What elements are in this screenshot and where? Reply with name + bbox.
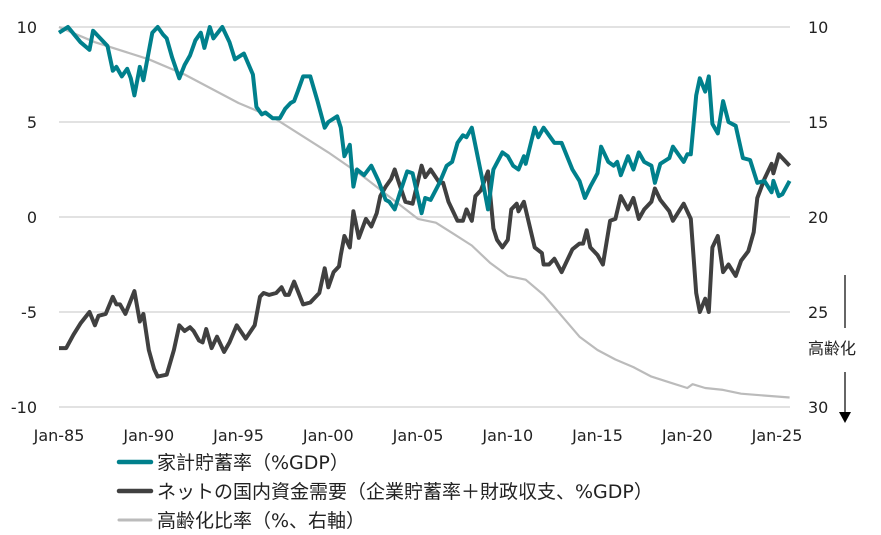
arrow-down-icon <box>839 412 851 423</box>
y-right-tick-label: 10 <box>808 18 828 37</box>
y-left-tick-label: -5 <box>21 303 37 322</box>
legend-label: 家計貯蓄率（%GDP） <box>157 452 349 474</box>
y-right-tick-labels: 10 15 20 25 30 <box>808 18 828 417</box>
x-tick-label: Jan-00 <box>302 426 354 445</box>
y-left-tick-label: 0 <box>27 208 37 227</box>
y-left-tick-label: 5 <box>27 113 37 132</box>
y-right-tick-label: 15 <box>808 113 828 132</box>
series-line-1 <box>59 152 792 379</box>
y-left-tick-label: -10 <box>11 398 37 417</box>
x-tick-label: Jan-90 <box>122 426 174 445</box>
series-lines <box>57 25 792 399</box>
x-tick-label: Jan-25 <box>751 426 803 445</box>
legend-label: ネットの国内資金需要（企業貯蓄率＋財政収支、%GDP） <box>157 481 653 503</box>
y-left-tick-label: 10 <box>17 18 37 37</box>
x-tick-label: Jan-20 <box>661 426 713 445</box>
y-right-tick-label: 20 <box>808 208 828 227</box>
legend: 家計貯蓄率（%GDP） ネットの国内資金需要（企業貯蓄率＋財政収支、%GDP） 高齢… <box>116 452 653 532</box>
x-tick-labels: Jan-85 Jan-90 Jan-95 Jan-00 Jan-05 Jan-10 Jan-… <box>33 426 803 445</box>
y-left-tick-labels: 10 5 0 -5 -10 <box>11 18 37 417</box>
x-tick-label: Jan-85 <box>33 426 85 445</box>
x-tick-label: Jan-10 <box>481 426 533 445</box>
x-tick-label: Jan-05 <box>392 426 444 445</box>
y-right-tick-label: 25 <box>808 303 828 322</box>
gridlines <box>59 26 790 408</box>
legend-label: 高齢化比率（%、右軸） <box>157 510 365 532</box>
x-tick-label: Jan-15 <box>571 426 623 445</box>
x-tick-label: Jan-95 <box>212 426 264 445</box>
series-line-0 <box>57 25 792 216</box>
annotation-label: 高齢化 <box>808 339 856 358</box>
aging-annotation: 高齢化 <box>808 275 856 423</box>
y-right-tick-label: 30 <box>808 398 828 417</box>
